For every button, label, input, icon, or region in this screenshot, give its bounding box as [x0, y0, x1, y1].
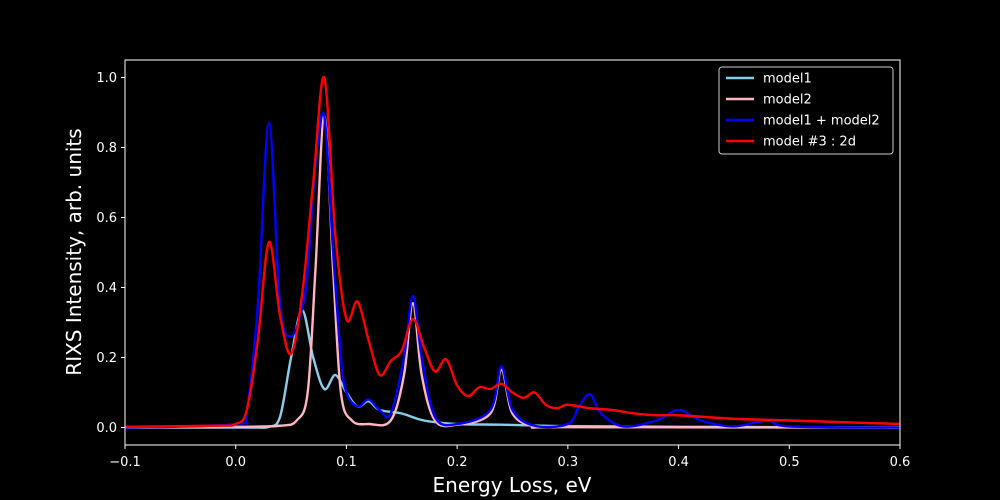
x-tick-label: 0.3	[558, 455, 579, 470]
legend-label: model1 + model2	[763, 114, 880, 129]
legend-label: model1	[763, 72, 812, 87]
y-axis-label: RIXS Intensity, arb. units	[62, 128, 86, 375]
legend-label: model2	[763, 93, 812, 108]
y-tick-label: 0.4	[96, 281, 117, 296]
legend: model1 model2 model1 + model2 model #3 : 2d	[718, 66, 894, 155]
series-layer	[125, 75, 900, 429]
y-tick-label: 1.0	[96, 71, 117, 86]
y-axis: 0.0 0.2 0.4 0.6 0.8 1.0	[96, 71, 125, 436]
series-line-4	[125, 75, 900, 428]
y-tick-label: 0.8	[96, 141, 117, 156]
x-axis: −0.1 0.0 0.1 0.2 0.3 0.4 0.5 0.6	[109, 445, 910, 470]
legend-box	[718, 66, 894, 155]
x-axis-label: Energy Loss, eV	[433, 473, 592, 497]
x-tick-label: 0.2	[447, 455, 468, 470]
x-tick-label: 0.1	[336, 455, 357, 470]
y-tick-label: 0.0	[96, 421, 117, 436]
x-tick-label: −0.1	[109, 455, 141, 470]
legend-label: model #3 : 2d	[763, 135, 856, 150]
x-tick-label: 0.4	[668, 455, 689, 470]
x-tick-label: 0.0	[225, 455, 246, 470]
x-tick-label: 0.6	[890, 455, 911, 470]
series-line-3	[125, 111, 900, 429]
x-tick-label: 0.5	[779, 455, 800, 470]
series-line-2	[125, 114, 900, 429]
y-tick-label: 0.2	[96, 351, 117, 366]
plot-frame	[124, 59, 901, 446]
y-tick-label: 0.6	[96, 211, 117, 226]
